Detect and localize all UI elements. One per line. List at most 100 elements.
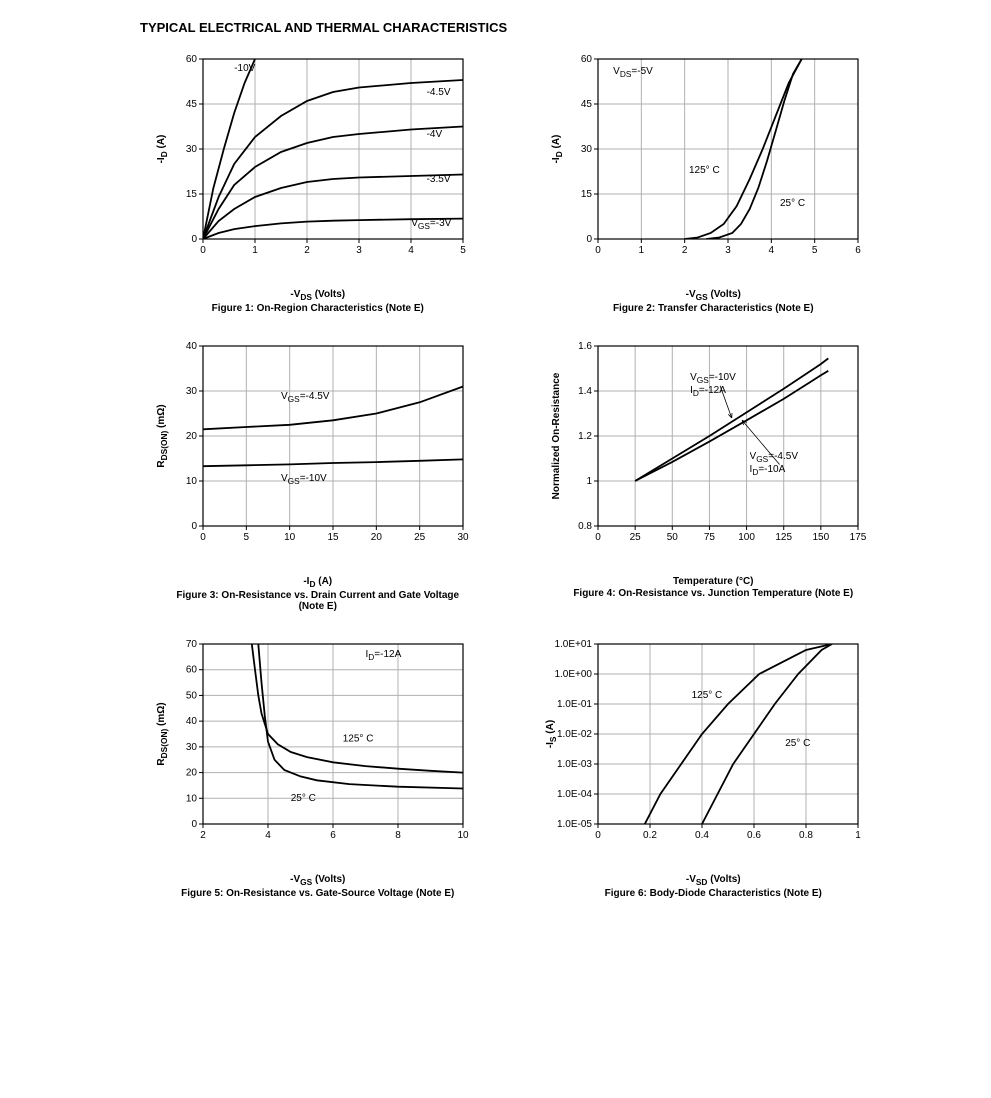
svg-text:1.6: 1.6 — [578, 341, 592, 352]
svg-text:-3.5V: -3.5V — [426, 174, 450, 185]
figure-2: 0123456015304560VDS=-5V125° C25° C-ID (A… — [536, 47, 892, 314]
svg-text:15: 15 — [186, 189, 198, 200]
svg-text:125° C: 125° C — [689, 165, 720, 176]
figure-6-caption: Figure 6: Body-Diode Characteristics (No… — [605, 888, 822, 899]
svg-text:1: 1 — [252, 245, 258, 256]
svg-text:6: 6 — [330, 830, 336, 841]
svg-text:0.8: 0.8 — [578, 521, 592, 532]
figure-4-xlabel: Temperature (°C) — [673, 576, 754, 587]
figure-5-svg: 246810010203040506070ID=-12A125° C25° CR… — [148, 632, 488, 872]
charts-grid: 012345015304560-10V-4.5V-4V-3.5VVGS=-3V-… — [140, 47, 891, 899]
svg-text:5: 5 — [460, 245, 466, 256]
svg-text:0.2: 0.2 — [643, 830, 657, 841]
svg-text:1: 1 — [639, 245, 645, 256]
svg-text:0: 0 — [595, 830, 601, 841]
svg-text:4: 4 — [769, 245, 775, 256]
svg-text:1.0E-01: 1.0E-01 — [557, 699, 592, 710]
svg-text:25° C: 25° C — [785, 738, 810, 749]
svg-text:-4.5V: -4.5V — [426, 87, 450, 98]
figure-4-svg: 02550751001251501750.811.21.41.6VGS=-10V… — [543, 334, 883, 574]
svg-text:15: 15 — [581, 189, 593, 200]
svg-text:1.0E-03: 1.0E-03 — [557, 759, 592, 770]
figure-6-xlabel: -VSD (Volts) — [686, 874, 741, 887]
svg-text:30: 30 — [457, 532, 469, 543]
svg-text:0: 0 — [191, 819, 197, 830]
svg-text:5: 5 — [812, 245, 818, 256]
svg-text:0: 0 — [191, 234, 197, 245]
svg-text:45: 45 — [186, 99, 198, 110]
svg-text:50: 50 — [667, 532, 679, 543]
figure-1: 012345015304560-10V-4.5V-4V-3.5VVGS=-3V-… — [140, 47, 496, 314]
svg-text:30: 30 — [186, 144, 198, 155]
svg-text:-4V: -4V — [426, 129, 442, 140]
figure-2-caption: Figure 2: Transfer Characteristics (Note… — [613, 303, 814, 314]
svg-text:0: 0 — [191, 521, 197, 532]
svg-text:0.4: 0.4 — [695, 830, 709, 841]
svg-text:0: 0 — [595, 532, 601, 543]
svg-text:0: 0 — [595, 245, 601, 256]
svg-text:1: 1 — [587, 476, 593, 487]
figure-2-xlabel: -VGS (Volts) — [686, 289, 741, 302]
svg-text:20: 20 — [186, 768, 198, 779]
svg-text:3: 3 — [356, 245, 362, 256]
svg-text:20: 20 — [371, 532, 383, 543]
svg-text:40: 40 — [186, 716, 198, 727]
svg-text:25° C: 25° C — [780, 198, 805, 209]
svg-text:1.2: 1.2 — [578, 431, 592, 442]
figure-5-xlabel: -VGS (Volts) — [290, 874, 345, 887]
svg-text:15: 15 — [327, 532, 339, 543]
svg-text:100: 100 — [738, 532, 755, 543]
svg-text:60: 60 — [581, 54, 593, 65]
svg-text:8: 8 — [395, 830, 401, 841]
figure-5-caption: Figure 5: On-Resistance vs. Gate-Source … — [181, 888, 454, 899]
figure-1-svg: 012345015304560-10V-4.5V-4V-3.5VVGS=-3V-… — [148, 47, 488, 287]
svg-text:0: 0 — [200, 245, 206, 256]
svg-text:0: 0 — [200, 532, 206, 543]
svg-text:5: 5 — [243, 532, 249, 543]
svg-text:25° C: 25° C — [291, 793, 316, 804]
figure-4: 02550751001251501750.811.21.41.6VGS=-10V… — [536, 334, 892, 612]
svg-text:10: 10 — [186, 793, 198, 804]
figure-3-caption: Figure 3: On-Resistance vs. Drain Curren… — [168, 590, 468, 612]
figure-1-xlabel: -VDS (Volts) — [290, 289, 345, 302]
svg-text:20: 20 — [186, 431, 198, 442]
svg-text:60: 60 — [186, 54, 198, 65]
svg-text:25: 25 — [414, 532, 426, 543]
figure-4-caption: Figure 4: On-Resistance vs. Junction Tem… — [573, 588, 853, 599]
svg-text:70: 70 — [186, 639, 198, 650]
svg-text:2: 2 — [304, 245, 310, 256]
svg-text:125: 125 — [776, 532, 793, 543]
svg-text:4: 4 — [408, 245, 414, 256]
svg-text:4: 4 — [265, 830, 271, 841]
svg-text:25: 25 — [630, 532, 642, 543]
figure-2-svg: 0123456015304560VDS=-5V125° C25° C-ID (A… — [543, 47, 883, 287]
svg-text:60: 60 — [186, 665, 198, 676]
svg-text:125° C: 125° C — [343, 734, 374, 745]
figure-3-xlabel: -ID (A) — [303, 576, 332, 589]
svg-text:0.6: 0.6 — [747, 830, 761, 841]
svg-text:75: 75 — [704, 532, 716, 543]
svg-text:30: 30 — [186, 742, 198, 753]
svg-text:-10V: -10V — [234, 63, 255, 74]
svg-text:1.0E-04: 1.0E-04 — [557, 789, 592, 800]
svg-text:150: 150 — [813, 532, 830, 543]
svg-text:175: 175 — [850, 532, 867, 543]
svg-text:30: 30 — [186, 386, 198, 397]
svg-text:6: 6 — [855, 245, 861, 256]
svg-text:10: 10 — [457, 830, 469, 841]
svg-text:0.8: 0.8 — [799, 830, 813, 841]
svg-text:2: 2 — [682, 245, 688, 256]
figure-3: 051015202530010203040VGS=-4.5VVGS=-10VRD… — [140, 334, 496, 612]
svg-text:50: 50 — [186, 690, 198, 701]
svg-text:1.4: 1.4 — [578, 386, 592, 397]
figure-3-svg: 051015202530010203040VGS=-4.5VVGS=-10VRD… — [148, 334, 488, 574]
svg-text:10: 10 — [284, 532, 296, 543]
svg-text:2: 2 — [200, 830, 206, 841]
figure-6: 00.20.40.60.811.0E-051.0E-041.0E-031.0E-… — [536, 632, 892, 899]
svg-text:1.0E-05: 1.0E-05 — [557, 819, 592, 830]
figure-6-svg: 00.20.40.60.811.0E-051.0E-041.0E-031.0E-… — [543, 632, 883, 872]
svg-text:10: 10 — [186, 476, 198, 487]
svg-text:125° C: 125° C — [692, 690, 723, 701]
page-title: TYPICAL ELECTRICAL AND THERMAL CHARACTER… — [140, 20, 971, 35]
svg-text:3: 3 — [725, 245, 731, 256]
